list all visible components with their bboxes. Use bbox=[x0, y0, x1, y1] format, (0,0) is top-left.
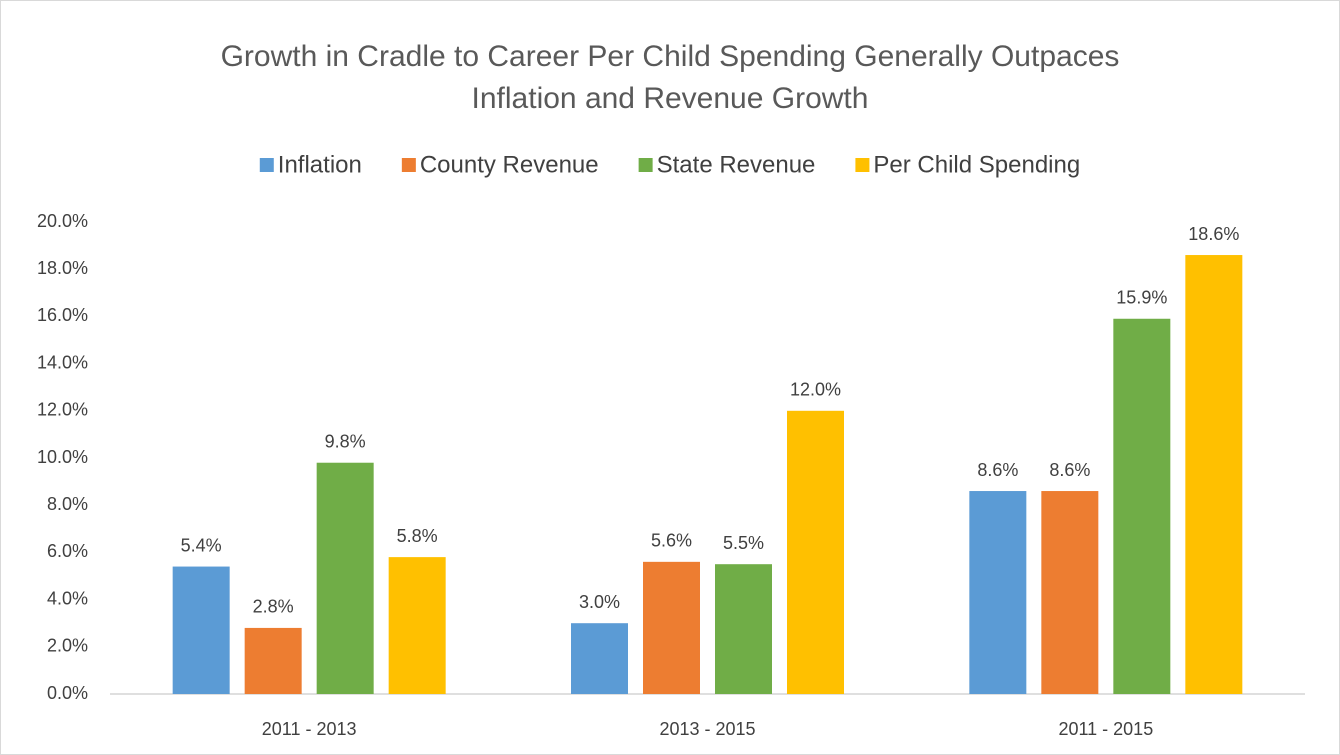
data-label: 5.8% bbox=[397, 526, 438, 546]
legend-label: Per Child Spending bbox=[873, 151, 1080, 178]
data-label: 9.8% bbox=[325, 431, 366, 451]
data-label: 5.6% bbox=[651, 531, 692, 551]
y-tick-label: 16.0% bbox=[37, 305, 88, 325]
data-label: 15.9% bbox=[1116, 288, 1167, 308]
y-tick-label: 20.0% bbox=[37, 211, 88, 231]
y-tick-label: 12.0% bbox=[37, 400, 88, 420]
bar bbox=[1041, 491, 1099, 694]
data-label: 8.6% bbox=[1049, 460, 1090, 480]
data-label: 12.0% bbox=[790, 380, 841, 400]
legend-label: State Revenue bbox=[657, 151, 816, 178]
bar bbox=[715, 564, 772, 694]
legend-swatch bbox=[259, 158, 274, 172]
x-tick-label: 2011 - 2015 bbox=[1058, 719, 1153, 739]
y-tick-label: 8.0% bbox=[47, 494, 88, 514]
y-tick-label: 0.0% bbox=[47, 683, 88, 703]
data-label: 8.6% bbox=[977, 460, 1018, 480]
data-label: 5.4% bbox=[181, 535, 222, 555]
data-label: 2.8% bbox=[253, 597, 294, 617]
bar bbox=[172, 566, 230, 694]
bar bbox=[643, 561, 700, 694]
bar bbox=[1113, 318, 1171, 694]
bar bbox=[969, 491, 1027, 694]
y-tick-label: 6.0% bbox=[47, 541, 88, 561]
data-label: 18.6% bbox=[1188, 224, 1239, 244]
data-label: 3.0% bbox=[579, 592, 620, 612]
bar bbox=[571, 623, 628, 694]
legend-swatch bbox=[401, 158, 416, 172]
data-label: 5.5% bbox=[723, 533, 764, 553]
bar bbox=[316, 462, 374, 694]
bar bbox=[244, 627, 302, 694]
legend-label: Inflation bbox=[278, 151, 362, 178]
legend-swatch bbox=[855, 158, 870, 172]
legend-label: County Revenue bbox=[420, 151, 599, 178]
bar bbox=[787, 410, 844, 694]
y-tick-label: 18.0% bbox=[37, 258, 88, 278]
y-tick-label: 2.0% bbox=[47, 636, 88, 656]
y-tick-label: 14.0% bbox=[37, 352, 88, 372]
y-tick-label: 4.0% bbox=[47, 588, 88, 608]
legend-swatch bbox=[638, 158, 653, 172]
bar bbox=[1185, 255, 1243, 695]
y-tick-label: 10.0% bbox=[37, 447, 88, 467]
x-tick-label: 2013 - 2015 bbox=[659, 719, 755, 739]
bar bbox=[388, 557, 446, 694]
x-tick-label: 2011 - 2013 bbox=[262, 719, 357, 739]
chart-title: Growth in Cradle to Career Per Child Spe… bbox=[220, 40, 1120, 115]
